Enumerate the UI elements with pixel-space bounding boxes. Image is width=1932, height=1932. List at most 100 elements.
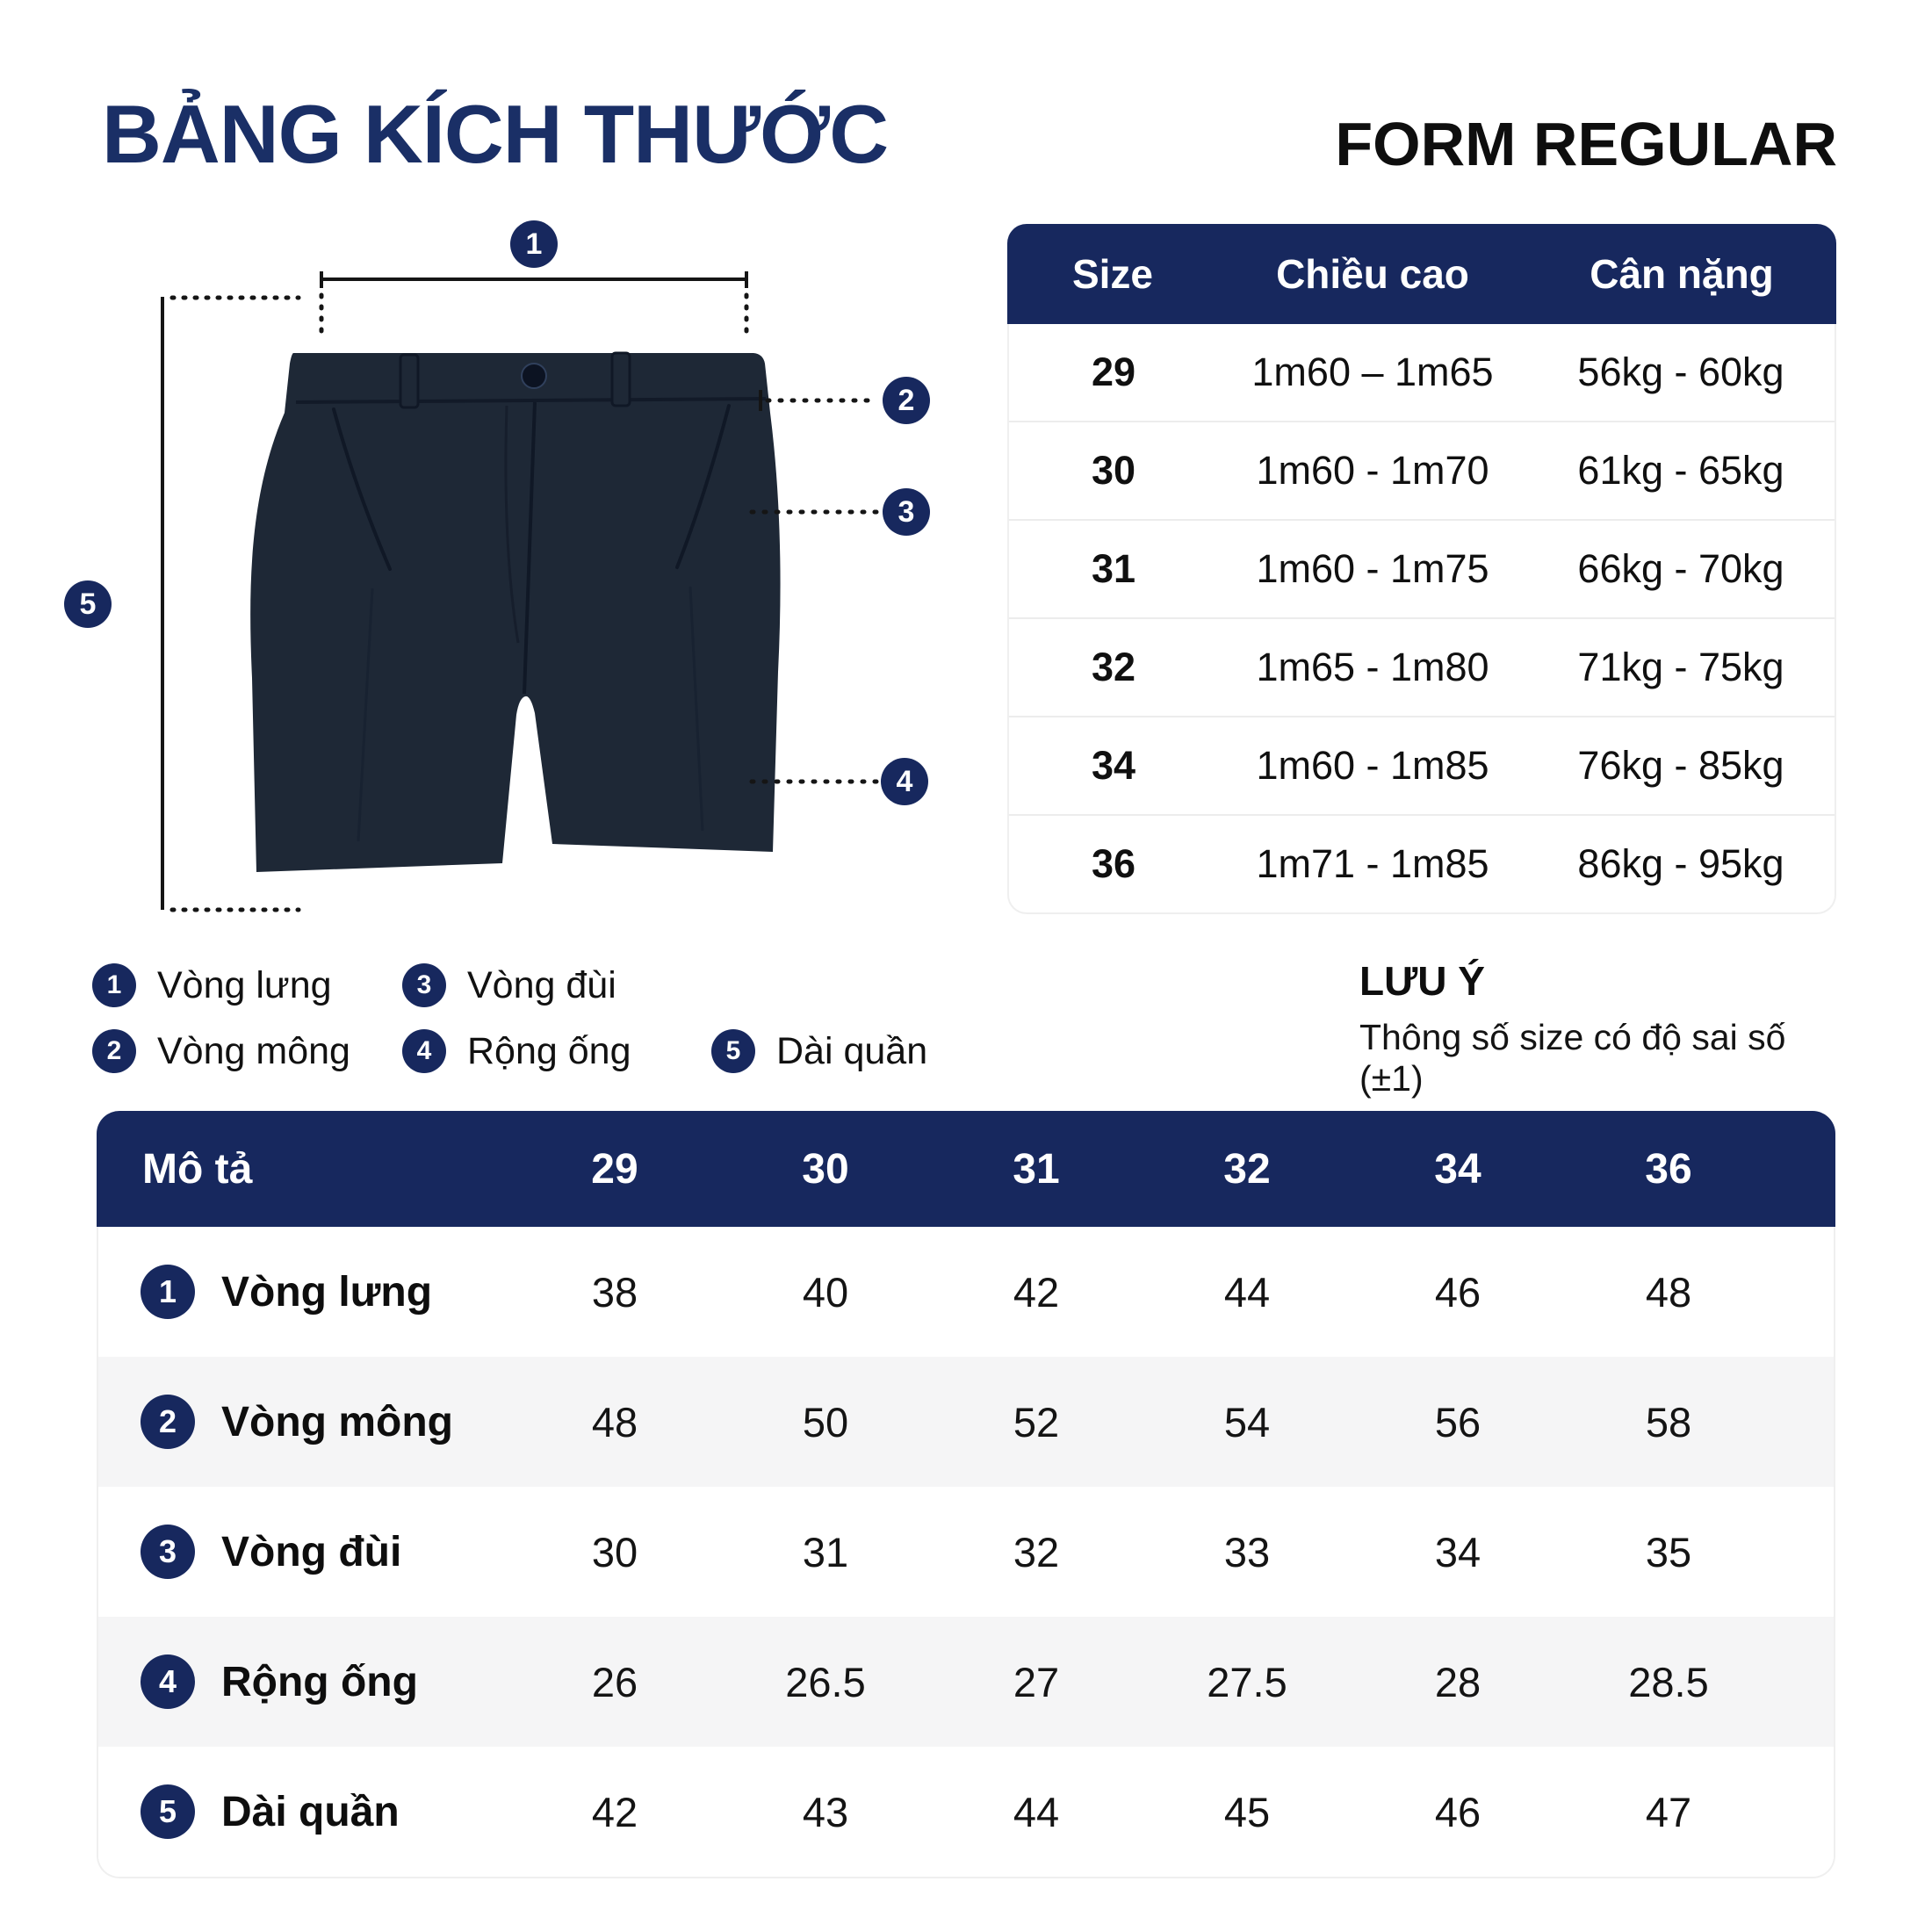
waist-button: [521, 363, 547, 389]
table-row-vong-lung: 1 Vòng lưng 38 40 42 44 46 48: [98, 1227, 1834, 1357]
row-label-cell: 5 Dài quần: [98, 1784, 509, 1839]
left-pocket-seam: [332, 407, 392, 571]
measure-line-waist: [319, 271, 749, 335]
row-label-cell: 4 Rộng ống: [98, 1654, 509, 1709]
measurement-value: 48: [591, 1398, 638, 1445]
measurement-value: 45: [1223, 1788, 1271, 1835]
weight-range: 76kg - 85kg: [1577, 743, 1784, 788]
table-row: 31 1m60 - 1m75 66kg - 70kg: [1009, 519, 1835, 617]
legend-label: Vòng lưng: [157, 963, 332, 1006]
size-value: 34: [1091, 743, 1136, 788]
shorts-body: [250, 353, 781, 872]
callout-3-badge: 3: [883, 488, 930, 536]
callout-5-badge: 5: [64, 580, 112, 628]
height-range: 1m60 – 1m65: [1251, 350, 1494, 394]
row-5-badge: 5: [141, 1784, 195, 1839]
weight-range: 66kg - 70kg: [1577, 546, 1784, 591]
table-row-dai-quan: 5 Dài quần 42 43 44 45 46 47: [98, 1747, 1834, 1877]
measurement-value: 44: [1223, 1268, 1271, 1316]
measurement-value: 35: [1645, 1528, 1692, 1575]
belt-loop: [610, 351, 631, 407]
measurement-value: 56: [1434, 1398, 1481, 1445]
left-leg-crease: [357, 588, 374, 842]
measurement-value: 32: [1013, 1528, 1060, 1575]
measurement-value: 31: [802, 1528, 849, 1575]
weight-range: 61kg - 65kg: [1577, 448, 1784, 493]
weight-range: 56kg - 60kg: [1577, 350, 1784, 394]
table-row-vong-dui: 3 Vòng đùi 30 31 32 33 34 35: [98, 1487, 1834, 1617]
column-header-34: 34: [1434, 1145, 1481, 1193]
legend-3-badge: 3: [402, 963, 446, 1007]
column-header-weight: Cân nặng: [1590, 251, 1774, 297]
shorts-illustration: [161, 271, 881, 912]
weight-range: 86kg - 95kg: [1577, 841, 1784, 886]
size-value: 30: [1091, 448, 1136, 493]
measurement-value: 47: [1645, 1788, 1692, 1835]
fly-stitch: [504, 405, 520, 644]
legend-5-badge: 5: [711, 1029, 755, 1073]
legend-4-badge: 4: [402, 1029, 446, 1073]
legend-item-vong-dui: 3 Vòng đùi: [402, 963, 616, 1007]
row-label: Vòng đùi: [221, 1528, 402, 1575]
row-label: Vòng mông: [221, 1398, 453, 1445]
legend-item-dai-quan: 5 Dài quần: [711, 1029, 927, 1073]
size-value: 36: [1091, 841, 1136, 886]
measurement-value: 34: [1434, 1528, 1481, 1575]
height-range: 1m60 - 1m70: [1256, 448, 1489, 493]
legend-item-vong-mong: 2 Vòng mông: [92, 1029, 350, 1073]
measurement-value: 43: [802, 1788, 849, 1835]
measure-line-length: [161, 295, 301, 912]
size-value: 32: [1091, 645, 1136, 689]
page-title: BẢNG KÍCH THƯỚC: [102, 88, 889, 180]
measurement-value: 27: [1013, 1658, 1060, 1705]
row-2-badge: 2: [141, 1395, 195, 1449]
legend-item-rong-ong: 4 Rộng ống: [402, 1029, 631, 1073]
column-header-29: 29: [591, 1145, 638, 1193]
measurement-value: 42: [591, 1788, 638, 1835]
measurement-value: 26: [591, 1658, 638, 1705]
table-row-vong-mong: 2 Vòng mông 48 50 52 54 56 58: [98, 1357, 1834, 1487]
column-header-description: Mô tả: [142, 1145, 253, 1193]
legend-label: Vòng đùi: [467, 963, 616, 1006]
measurement-value: 33: [1223, 1528, 1271, 1575]
measurement-value: 58: [1645, 1398, 1692, 1445]
measurement-table: Mô tả 29 30 31 32 34 36 1 Vòng lưng 38 4…: [97, 1111, 1835, 1878]
column-header-31: 31: [1013, 1145, 1060, 1193]
row-label-cell: 3 Vòng đùi: [98, 1525, 509, 1579]
measurement-table-header: Mô tả 29 30 31 32 34 36: [97, 1111, 1835, 1227]
weight-range: 71kg - 75kg: [1577, 645, 1784, 689]
measurement-value: 40: [802, 1268, 849, 1316]
column-header-height: Chiều cao: [1276, 251, 1469, 297]
table-row: 29 1m60 – 1m65 56kg - 60kg: [1009, 324, 1835, 421]
row-label: Vòng lưng: [221, 1268, 433, 1316]
height-range: 1m60 - 1m85: [1256, 743, 1489, 788]
measurement-table-body: 1 Vòng lưng 38 40 42 44 46 48 2 Vòng môn…: [97, 1227, 1835, 1878]
measurement-value: 54: [1223, 1398, 1271, 1445]
legend-item-vong-lung: 1 Vòng lưng: [92, 963, 332, 1007]
measurement-value: 50: [802, 1398, 849, 1445]
row-label: Dài quần: [221, 1788, 400, 1835]
row-3-badge: 3: [141, 1525, 195, 1579]
legend-label: Rộng ống: [467, 1029, 631, 1072]
measurement-value: 28: [1434, 1658, 1481, 1705]
legend-2-badge: 2: [92, 1029, 136, 1073]
measurement-value: 42: [1013, 1268, 1060, 1316]
measurement-value: 28.5: [1628, 1658, 1709, 1705]
measurement-value: 48: [1645, 1268, 1692, 1316]
measurement-value: 52: [1013, 1398, 1060, 1445]
row-label-cell: 1 Vòng lưng: [98, 1265, 509, 1319]
height-range: 1m60 - 1m75: [1256, 546, 1489, 591]
height-range: 1m65 - 1m80: [1256, 645, 1489, 689]
callout-2-badge: 2: [883, 377, 930, 424]
column-header-size: Size: [1071, 251, 1154, 297]
measure-line-hip: [759, 390, 881, 411]
row-4-badge: 4: [141, 1654, 195, 1709]
callout-1-badge: 1: [510, 220, 558, 268]
legend-label: Vòng mông: [157, 1029, 350, 1072]
measurement-value: 46: [1434, 1268, 1481, 1316]
measurement-value: 44: [1013, 1788, 1060, 1835]
note-block: LƯU Ý Thông số size có độ sai số (±1): [1359, 957, 1851, 1099]
fly-seam: [523, 401, 537, 695]
row-label: Rộng ống: [221, 1658, 418, 1705]
